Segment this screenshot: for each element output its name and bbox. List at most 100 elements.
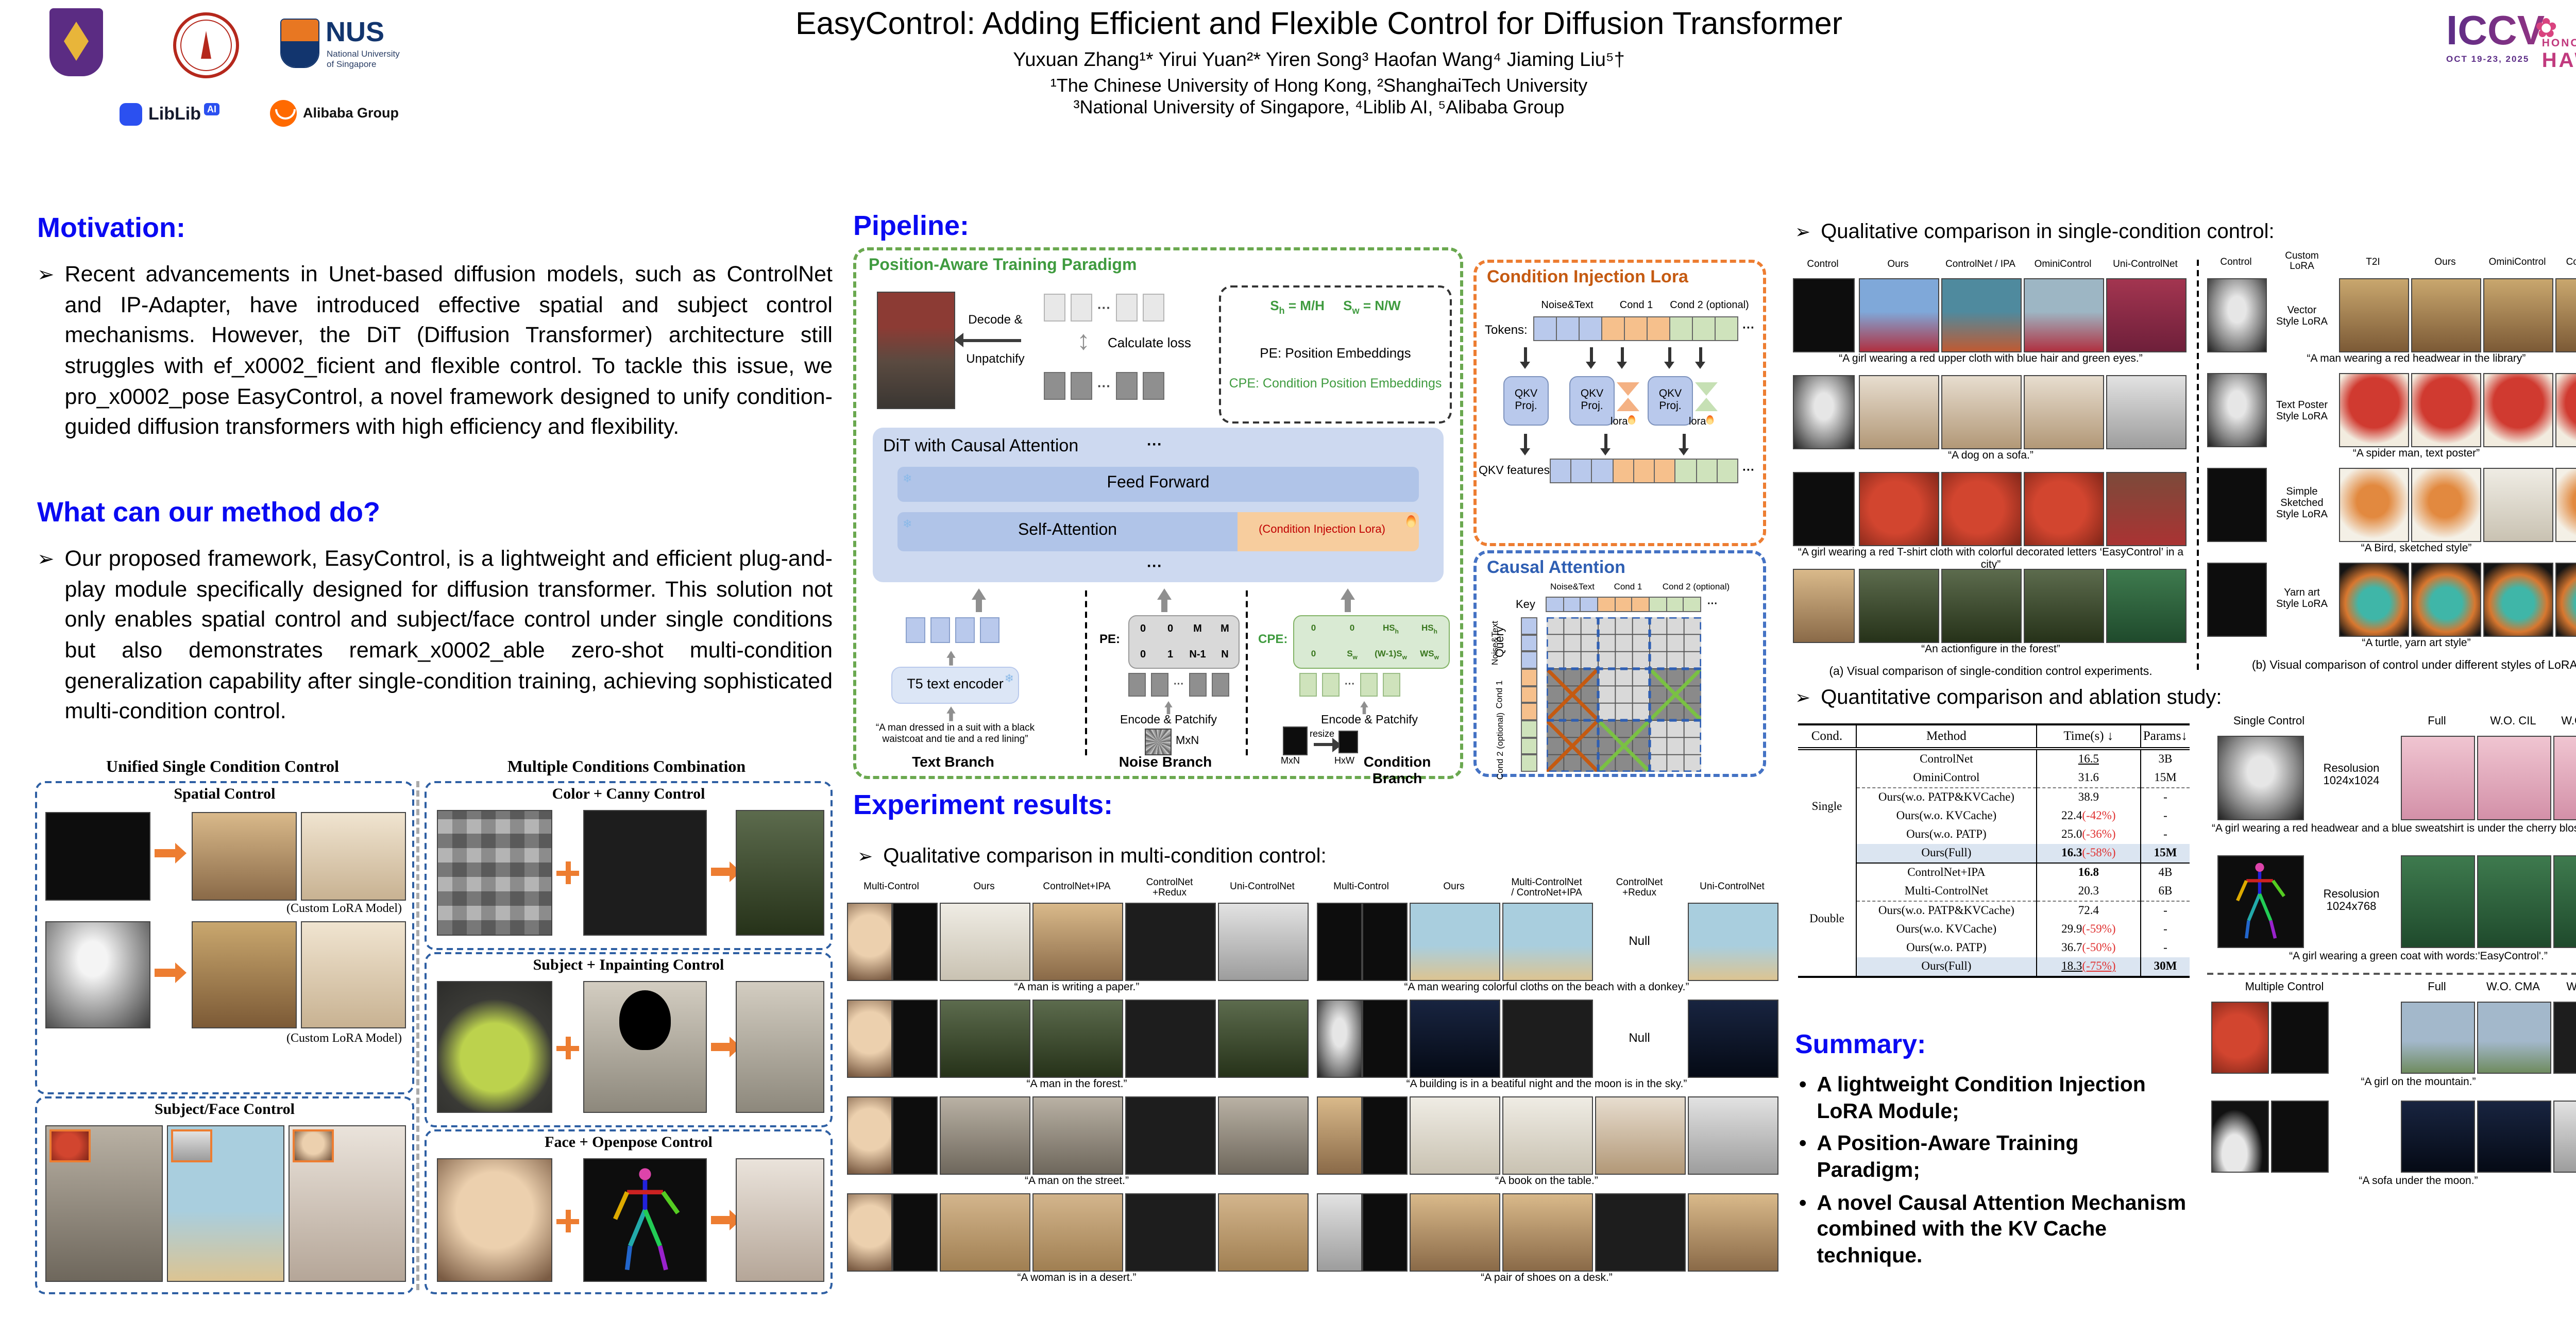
cil-box-title: Condition Injection Lora — [1487, 267, 1688, 286]
liblib-wordmark: LibLib — [148, 104, 201, 124]
condition-branch-label: Condition Branch — [1363, 753, 1431, 786]
result-image — [2024, 569, 2104, 643]
dots: ··· — [1147, 557, 1162, 575]
nus-shield-icon — [280, 19, 319, 68]
bullet-arrow-icon: ➢ — [1795, 687, 1811, 708]
title-block: EasyControl: Adding Efficient and Flexib… — [443, 6, 2195, 119]
color-canny-box: Color + Canny Control — [425, 781, 833, 950]
fire-icon — [1706, 415, 1714, 425]
dots: ··· — [1147, 436, 1162, 453]
cond-size-label-1: MxN — [1281, 755, 1300, 766]
cil-col-cond1: Cond 1 — [1619, 300, 1653, 311]
arrow-down-icon — [1679, 434, 1689, 455]
cuhk-logo — [49, 8, 103, 76]
arrow-right-icon — [711, 1210, 741, 1230]
dots: ··· — [1742, 320, 1755, 335]
branch-divider-2 — [1246, 590, 1248, 755]
liblib-logo: LibLib AI — [120, 101, 253, 130]
ablation-divider — [2207, 973, 2576, 975]
result-image — [2477, 1002, 2551, 1074]
woman-photo-image — [192, 921, 297, 1028]
result-image — [2477, 736, 2551, 820]
result-image — [2024, 472, 2104, 546]
result-image — [940, 903, 1030, 981]
grid-header: Uni-ControlNet — [2113, 259, 2178, 270]
control-image — [2207, 563, 2267, 637]
row-caption: “A man wearing colorful cloths on the be… — [1404, 981, 1689, 993]
attention-mask-grid — [1547, 617, 1701, 772]
custom-lora-caption-2: (Custom LoRA Model) — [286, 1030, 402, 1045]
single-cond-grid-a: Control Ours ControlNet / IPA OminiContr… — [1793, 256, 2189, 680]
iccv-dates: OCT 19-23, 2025 — [2446, 54, 2530, 64]
result-image — [2339, 468, 2409, 542]
row-caption: “An actionfigure in the forest” — [1921, 643, 2060, 655]
inpainting-mask — [619, 990, 671, 1050]
cpe-matrix: 0 0 HSh HSh 0 Sw (W-1)Sw WSw — [1293, 615, 1450, 669]
result-image — [2555, 373, 2576, 447]
result-image — [1688, 1096, 1778, 1175]
control-image — [2207, 373, 2267, 447]
color-canny-label: Color + Canny Control — [552, 786, 705, 803]
motivation-text: Recent advancements in Unet-based diffus… — [64, 262, 833, 439]
custom-lora-caption-1: (Custom LoRA Model) — [286, 901, 402, 915]
decode-label-1: Decode & — [968, 312, 1023, 327]
result-image — [2411, 468, 2481, 542]
depth-woman-image — [45, 921, 150, 1028]
cond-group-label: Double — [1809, 913, 1844, 926]
condition-injection-lora-box: Condition Injection Lora Noise&Text Cond… — [1473, 260, 1766, 546]
car-illustration-image — [301, 812, 406, 901]
dit-box: DiT with Causal Attention ··· Feed Forwa… — [873, 428, 1444, 582]
arrow-down-icon — [1600, 434, 1611, 455]
cil-col-noise-text: Noise&Text — [1541, 300, 1594, 311]
summary-list: • A lightweight Condition Injection LoRA … — [1799, 1072, 2187, 1275]
pose-result-image — [736, 1158, 824, 1282]
causal-row-label: Cond 1 — [1494, 680, 1504, 709]
row-caption: “A girl wearing a red T-shirt cloth with… — [1798, 546, 2184, 571]
row-caption: “A building is in a beatiful night and t… — [1406, 1078, 1687, 1090]
formula-sh: Sh = M/H — [1270, 298, 1325, 316]
octopus-plush-image — [437, 981, 552, 1113]
self-attention-bar: Self-Attention — [897, 512, 1238, 551]
result-image — [1859, 472, 1939, 546]
arrow-up-icon — [946, 651, 956, 666]
causal-box-title: Causal Attention — [1487, 557, 1625, 577]
control-image — [2271, 1002, 2329, 1074]
arrow-down-icon — [1695, 347, 1705, 369]
row-caption: “A Bird, sketched style” — [2361, 542, 2472, 554]
row-caption: “A man is writing a paper.” — [1014, 981, 1140, 993]
row-caption: “A man wearing a red headwear in the lib… — [2307, 352, 2526, 365]
iccv-state: HAWAII — [2541, 49, 2576, 72]
style-row-label: Vector Style LoRA — [2276, 305, 2328, 328]
single-cond-grid-b: Control Custom LoRA T2I Ours OminiContro… — [2207, 247, 2576, 680]
grid-header: ControlNet +Redux — [1146, 877, 1193, 899]
calc-loss-label: Calculate loss — [1108, 335, 1191, 350]
result-image — [1218, 1000, 1309, 1078]
masked-car-image — [583, 981, 707, 1113]
text-branch-label: Text Branch — [912, 753, 994, 770]
spatial-control-box: Spatial Control (Custom LoRA Model) (Cus… — [35, 781, 414, 1094]
ablation-header: W.O. CIL — [2490, 715, 2536, 728]
figure-left-title: Unified Single Condition Control — [106, 758, 339, 776]
row-caption: “A sofa under the moon.” — [2359, 1175, 2478, 1187]
causal-attention-box: Causal Attention Noise&Text Cond 1 Cond … — [1473, 550, 1766, 780]
noise-image — [1145, 729, 1172, 755]
arrow-up-icon — [1157, 588, 1172, 613]
result-image — [1032, 1096, 1123, 1175]
result-image — [2401, 736, 2475, 820]
text-tokens — [906, 617, 999, 643]
nus-wordmark: NUS — [326, 16, 385, 47]
cpe-label: CPE: — [1258, 632, 1288, 646]
causal-col-label: Cond 2 (optional) — [1662, 581, 1730, 591]
liblib-icon — [120, 103, 142, 126]
arrow-left-icon — [954, 333, 1021, 347]
loss-arrow-icon — [1077, 325, 1090, 357]
tokens-label: Tokens: — [1485, 323, 1528, 337]
figure-divider — [416, 781, 419, 1290]
result-image — [2339, 278, 2409, 352]
robot-ref-thumb — [171, 1129, 212, 1162]
control-image — [2217, 855, 2304, 948]
plus-icon — [556, 861, 579, 884]
null-cell: Null — [1629, 1030, 1650, 1045]
